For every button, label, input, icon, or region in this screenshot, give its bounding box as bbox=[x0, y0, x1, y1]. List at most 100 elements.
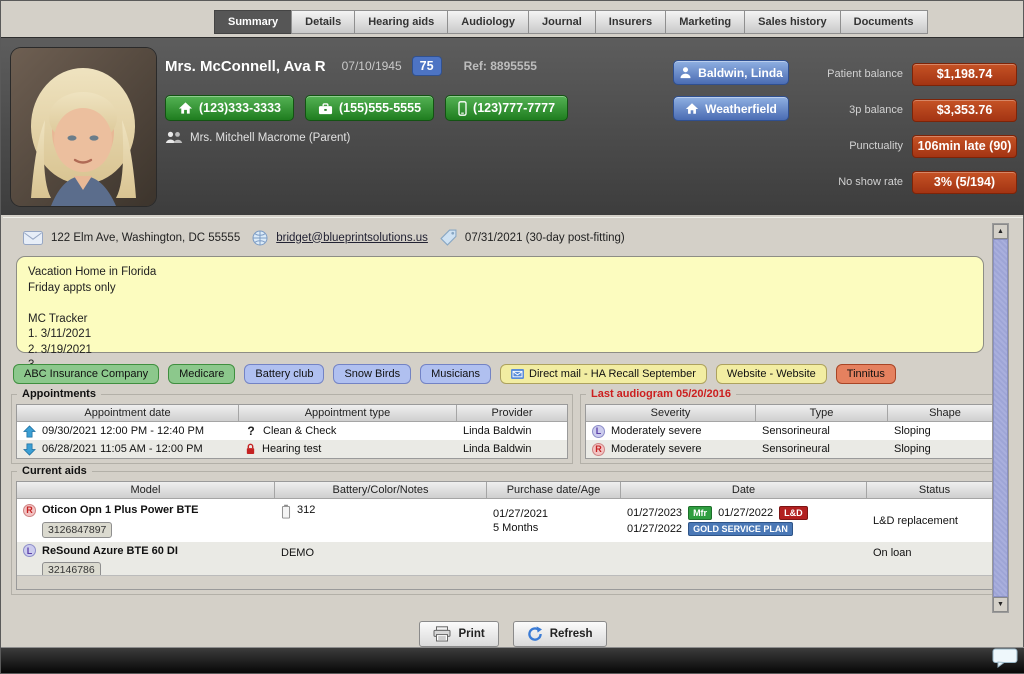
appointment-type: Clean & Check bbox=[263, 425, 337, 437]
home-phone-number: (123)333-3333 bbox=[199, 101, 282, 115]
col-appointment-date[interactable]: Appointment date bbox=[17, 405, 239, 422]
phone-buttons: (123)333-3333 (155)555-5555 (123)777-777… bbox=[165, 95, 569, 121]
appointment-row[interactable]: 09/30/2021 12:00 PM - 12:40 PM ? Clean &… bbox=[17, 422, 567, 440]
appointment-type: Hearing test bbox=[262, 443, 322, 455]
3p-balance-label: 3p balance bbox=[849, 104, 903, 116]
tag-snow-birds[interactable]: Snow Birds bbox=[333, 364, 412, 384]
refresh-button-label: Refresh bbox=[549, 628, 593, 640]
patient-email-link[interactable]: bridget@blueprintsolutions.us bbox=[276, 231, 428, 244]
col-purchase[interactable]: Purchase date/Age bbox=[487, 482, 621, 499]
shape-value: Sloping bbox=[894, 443, 931, 455]
contact-info-bar: 122 Elm Ave, Washington, DC 55555 bridge… bbox=[23, 229, 625, 246]
col-status[interactable]: Status bbox=[867, 482, 1002, 499]
scroll-down-button[interactable]: ▼ bbox=[993, 597, 1008, 612]
tab-marketing[interactable]: Marketing bbox=[665, 10, 745, 34]
home-phone-button[interactable]: (123)333-3333 bbox=[165, 95, 295, 121]
col-provider[interactable]: Provider bbox=[457, 405, 567, 422]
tab-insurers[interactable]: Insurers bbox=[594, 10, 666, 34]
tab-documents[interactable]: Documents bbox=[839, 10, 928, 34]
provider-button[interactable]: Baldwin, Linda bbox=[673, 60, 789, 85]
tab-sales-history[interactable]: Sales history bbox=[744, 10, 840, 34]
patient-header: Mrs. McConnell, Ava R 07/10/1945 75 Ref:… bbox=[1, 37, 1024, 215]
tab-summary[interactable]: Summary bbox=[214, 10, 292, 34]
col-severity[interactable]: Severity bbox=[586, 405, 756, 422]
patient-notes[interactable]: Vacation Home in Florida Friday appts on… bbox=[16, 256, 984, 371]
audiogram-row[interactable]: L Moderately severe Sensorineural Slopin… bbox=[586, 422, 1002, 440]
mobile-phone-button[interactable]: (123)777-7777 bbox=[445, 95, 569, 121]
table-filler bbox=[17, 575, 1002, 589]
tag-abc-insurance[interactable]: ABC Insurance Company bbox=[13, 364, 160, 384]
col-date[interactable]: Date bbox=[621, 482, 867, 499]
col-appointment-type[interactable]: Appointment type bbox=[239, 405, 457, 422]
appointments-section: Appointments Appointment date Appointmen… bbox=[11, 388, 573, 464]
print-button[interactable]: Print bbox=[419, 621, 499, 647]
patient-dob: 07/10/1945 bbox=[341, 59, 402, 73]
home-icon bbox=[178, 102, 193, 114]
col-shape[interactable]: Shape bbox=[888, 405, 1002, 422]
printer-icon bbox=[433, 626, 451, 642]
audiogram-row[interactable]: R Moderately severe Sensorineural Slopin… bbox=[586, 440, 1002, 458]
severity-value: Moderately severe bbox=[611, 443, 702, 455]
tag-battery-club[interactable]: Battery club bbox=[244, 364, 325, 384]
right-ear-icon: R bbox=[23, 503, 36, 517]
appointments-table: Appointment date Appointment type Provid… bbox=[16, 404, 568, 459]
serial-number-badge: 3126847897 bbox=[42, 521, 113, 538]
punctuality-label: Punctuality bbox=[849, 140, 903, 152]
warranty-date: 01/27/2023 bbox=[627, 506, 683, 519]
footer-actions: Print Refresh bbox=[3, 621, 1023, 647]
patient-photo[interactable] bbox=[11, 48, 156, 206]
shape-value: Sloping bbox=[894, 425, 931, 437]
warranty-date: 01/27/2022 bbox=[718, 506, 774, 519]
mfr-warranty-badge: Mfr bbox=[688, 505, 713, 520]
col-type[interactable]: Type bbox=[756, 405, 888, 422]
home-icon bbox=[685, 103, 699, 114]
current-aids-table: Model Battery/Color/Notes Purchase date/… bbox=[16, 481, 1003, 590]
tag-direct-mail[interactable]: Direct mail - HA Recall September bbox=[500, 364, 707, 384]
patient-balance-badge[interactable]: $1,198.74 bbox=[912, 62, 1017, 86]
left-ear-icon: L bbox=[592, 424, 605, 438]
envelope-icon bbox=[23, 230, 43, 245]
service-plan-date: 01/27/2022 bbox=[627, 522, 683, 535]
tag-medicare[interactable]: Medicare bbox=[168, 364, 236, 384]
scroll-up-button[interactable]: ▲ bbox=[993, 224, 1008, 239]
battery-note: DEMO bbox=[281, 547, 314, 559]
tab-details[interactable]: Details bbox=[291, 10, 355, 34]
summary-panel: 122 Elm Ave, Washington, DC 55555 bridge… bbox=[3, 217, 1023, 648]
scrollbar-thumb[interactable] bbox=[993, 239, 1008, 597]
location-button-label: Weatherfield bbox=[705, 101, 777, 116]
tag-icon bbox=[440, 229, 457, 246]
no-show-rate-badge[interactable]: 3% (5/194) bbox=[912, 170, 1017, 194]
aid-status: On loan bbox=[873, 547, 912, 559]
appointment-row[interactable]: 06/28/2021 11:05 AM - 12:00 PM Hearing t… bbox=[17, 440, 567, 458]
type-value: Sensorineural bbox=[762, 425, 830, 437]
patient-age-badge: 75 bbox=[411, 56, 442, 76]
refresh-button[interactable]: Refresh bbox=[512, 621, 607, 647]
tab-hearing-aids[interactable]: Hearing aids bbox=[354, 10, 448, 34]
tag-tinnitus[interactable]: Tinnitus bbox=[835, 364, 896, 384]
punctuality-badge[interactable]: 106min late (90) bbox=[912, 134, 1017, 158]
tab-journal[interactable]: Journal bbox=[528, 10, 595, 34]
status-bar bbox=[1, 647, 1024, 673]
location-button[interactable]: Weatherfield bbox=[673, 96, 789, 121]
aid-row[interactable]: R Oticon Opn 1 Plus Power BTE 3126847897… bbox=[17, 499, 1002, 542]
work-phone-button[interactable]: (155)555-5555 bbox=[305, 95, 435, 121]
audiogram-table: Severity Type Shape L Moderately severe … bbox=[585, 404, 1003, 459]
refresh-icon bbox=[527, 626, 542, 641]
patient-name: Mrs. McConnell, Ava R bbox=[165, 57, 326, 75]
print-button-label: Print bbox=[458, 628, 485, 640]
severity-value: Moderately severe bbox=[611, 425, 702, 437]
web-icon bbox=[252, 230, 268, 245]
aid-row[interactable]: L ReSound Azure BTE 60 DI 32146786 DEMO … bbox=[17, 542, 1002, 578]
chat-bubble-icon[interactable] bbox=[992, 648, 1018, 668]
work-icon bbox=[318, 102, 333, 114]
type-value: Sensorineural bbox=[762, 443, 830, 455]
col-model[interactable]: Model bbox=[17, 482, 275, 499]
3p-balance-badge[interactable]: $3,353.76 bbox=[912, 98, 1017, 122]
tab-audiology[interactable]: Audiology bbox=[447, 10, 529, 34]
col-battery[interactable]: Battery/Color/Notes bbox=[275, 482, 487, 499]
tag-musicians[interactable]: Musicians bbox=[420, 364, 492, 384]
tag-label: Battery club bbox=[255, 368, 314, 380]
tag-website[interactable]: Website - Website bbox=[715, 364, 827, 384]
mobile-icon bbox=[458, 100, 467, 116]
related-contact[interactable]: Mrs. Mitchell Macrome (Parent) bbox=[165, 131, 350, 144]
